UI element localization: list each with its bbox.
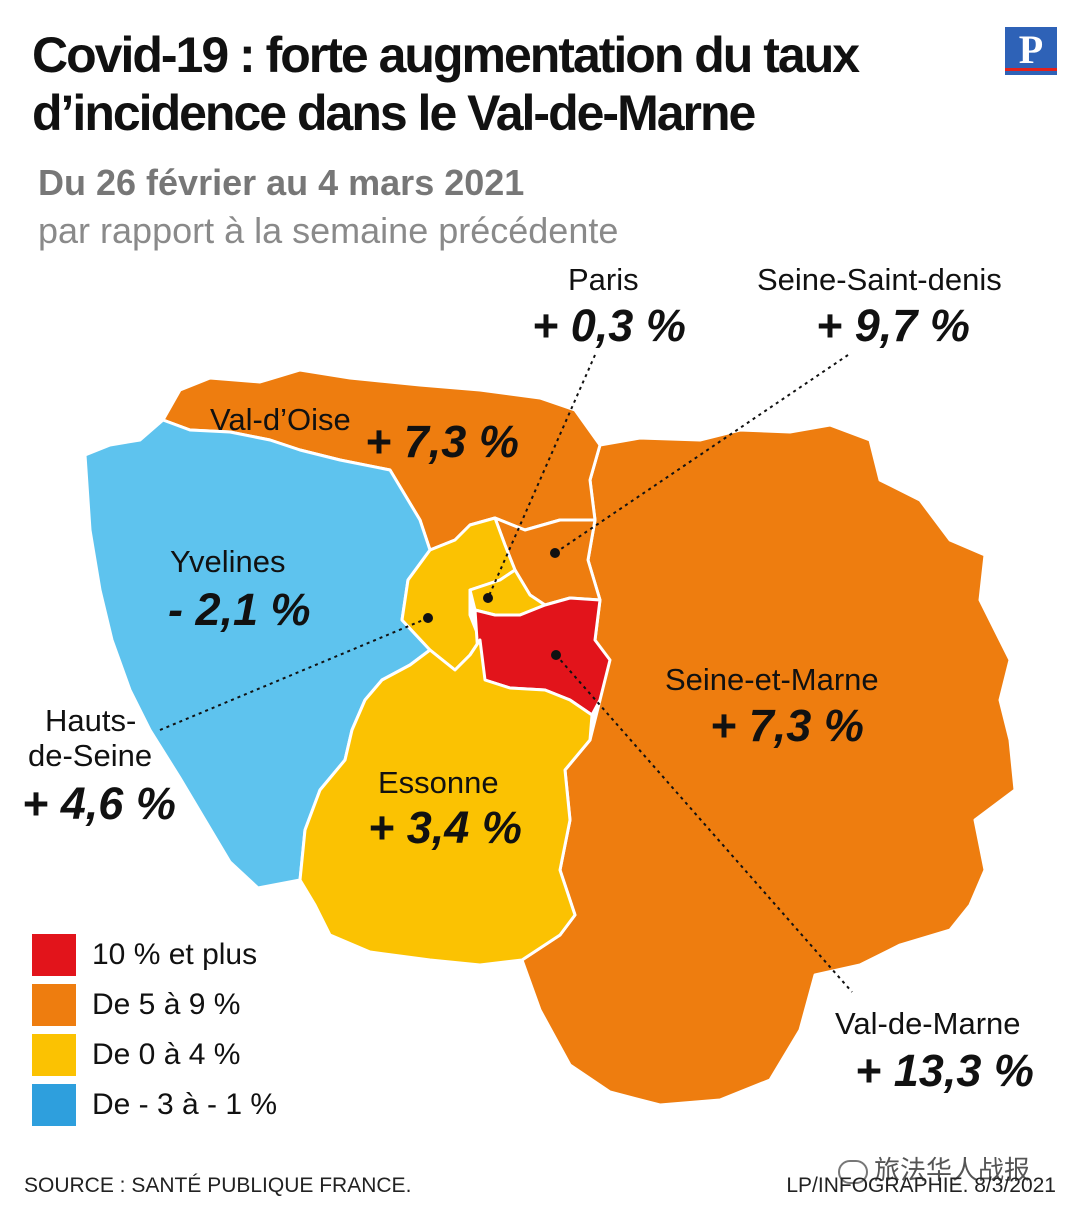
legend-label: De 5 à 9 % [92, 988, 241, 1021]
leader-seine-saint-denis [554, 354, 849, 554]
region-seine-et-marne[interactable] [520, 423, 1017, 1107]
legend-item: De - 3 à - 1 % [32, 1080, 277, 1130]
value-paris: + 0,3 % [532, 300, 686, 351]
region-essonne[interactable] [298, 638, 594, 967]
leader-val-de-marne [555, 654, 853, 993]
legend-item: De 5 à 9 % [32, 980, 277, 1030]
legend-swatch-red [32, 934, 76, 976]
value-essonne: + 3,4 % [368, 802, 522, 853]
label-val-de-marne: Val-de-Marne [835, 1006, 1021, 1041]
label-seine-saint-denis: Seine-Saint-denis [757, 262, 1002, 297]
legend-swatch-yellow [32, 1034, 76, 1076]
le-parisien-logo: P [1005, 27, 1057, 75]
value-hauts-de-seine: + 4,6 % [22, 778, 176, 829]
value-seine-et-marne: + 7,3 % [710, 700, 864, 751]
label-paris: Paris [568, 262, 639, 297]
legend-label: 10 % et plus [92, 938, 258, 971]
marker-val-de-marne [551, 650, 561, 660]
legend: 10 % et plus De 5 à 9 % De 0 à 4 % De - … [32, 930, 277, 1130]
watermark: 旅法华人战报 [838, 1150, 1030, 1187]
label-essonne: Essonne [378, 765, 499, 800]
title-line-1: Covid-19 : forte augmentation du taux [32, 27, 860, 83]
value-yvelines: - 2,1 % [168, 584, 311, 635]
label-val-d-oise: Val-d’Oise [210, 402, 351, 437]
title-line-2: d’incidence dans le Val-de-Marne [32, 85, 756, 141]
label-hauts-de-seine-1: Hauts- [45, 703, 137, 738]
label-yvelines: Yvelines [170, 544, 286, 579]
marker-paris [483, 593, 493, 603]
wechat-icon [838, 1160, 868, 1185]
legend-swatch-orange [32, 984, 76, 1026]
leader-paris [487, 354, 596, 599]
marker-hauts-de-seine [423, 613, 433, 623]
watermark-text: 旅法华人战报 [874, 1155, 1031, 1185]
marker-seine-saint-denis [550, 548, 560, 558]
credit-note: LP/INFOGRAPHIE. 8/3/2021 [786, 1174, 1056, 1197]
legend-swatch-blue [32, 1084, 76, 1126]
legend-item: De 0 à 4 % [32, 1030, 277, 1080]
region-hauts-de-seine[interactable] [400, 516, 517, 672]
source-note: SOURCE : SANTÉ PUBLIQUE FRANCE. [24, 1174, 412, 1197]
value-val-de-marne: + 13,3 % [855, 1045, 1034, 1096]
comparison-subtitle: par rapport à la semaine précédente [38, 210, 619, 251]
date-range-subtitle: Du 26 février au 4 mars 2021 [38, 162, 525, 203]
legend-label: De - 3 à - 1 % [92, 1088, 278, 1121]
label-hauts-de-seine-2: de-Seine [28, 738, 153, 773]
page-title: Covid-19 : forte augmentation du taux d’… [32, 26, 932, 142]
legend-label: De 0 à 4 % [92, 1038, 241, 1071]
value-seine-saint-denis: + 9,7 % [816, 300, 970, 351]
label-seine-et-marne: Seine-et-Marne [665, 662, 879, 697]
legend-item: 10 % et plus [32, 930, 277, 980]
value-val-d-oise: + 7,3 % [365, 416, 519, 467]
